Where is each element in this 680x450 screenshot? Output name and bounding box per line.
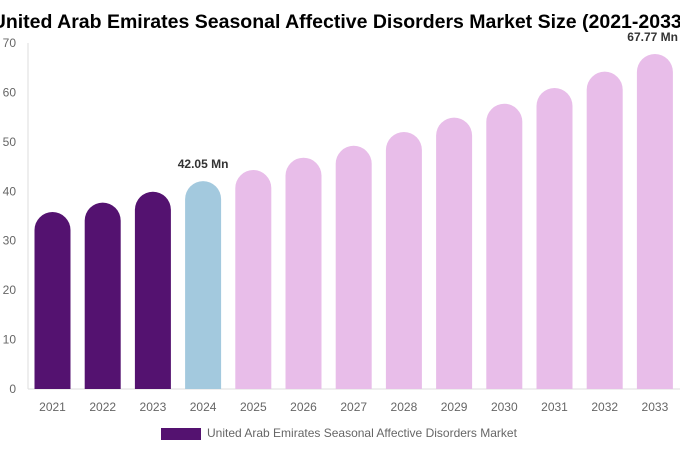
y-tick-label: 70 (3, 36, 17, 50)
x-tick-label: 2033 (642, 400, 669, 414)
bar-2028 (385, 131, 422, 389)
y-tick-label: 0 (9, 382, 16, 396)
chart-title: United Arab Emirates Seasonal Affective … (0, 11, 680, 33)
legend-swatch (161, 428, 201, 440)
legend: United Arab Emirates Seasonal Affective … (161, 426, 518, 440)
y-tick-label: 10 (3, 333, 17, 347)
y-tick-label: 30 (3, 234, 17, 248)
bar-2032 (586, 71, 623, 389)
bar-2030 (486, 103, 523, 389)
y-tick-label: 60 (3, 85, 17, 99)
x-tick-label: 2022 (89, 400, 116, 414)
y-tick-label: 20 (3, 283, 17, 297)
x-tick-label: 2024 (190, 400, 217, 414)
y-tick-label: 50 (3, 135, 17, 149)
x-tick-label: 2028 (391, 400, 418, 414)
bar-2024 (185, 181, 222, 389)
x-tick-label: 2030 (491, 400, 518, 414)
legend-label: United Arab Emirates Seasonal Affective … (207, 426, 518, 440)
bar-2025 (235, 170, 272, 389)
bar-2029 (436, 117, 473, 389)
x-tick-label: 2025 (240, 400, 267, 414)
x-tick-label: 2026 (290, 400, 317, 414)
bar-2031 (536, 87, 573, 389)
bar-2022 (84, 202, 121, 389)
x-tick-label: 2023 (140, 400, 167, 414)
data-label-2033: 67.77 Mn (627, 30, 678, 44)
bar-2026 (285, 157, 322, 389)
bar-2027 (335, 145, 372, 389)
bar-2023 (134, 191, 171, 389)
bar-2021 (34, 212, 71, 389)
x-tick-label: 2027 (340, 400, 367, 414)
bar-2033 (636, 54, 673, 390)
x-tick-label: 2031 (541, 400, 568, 414)
x-tick-label: 2029 (441, 400, 468, 414)
data-label-2024: 42.05 Mn (178, 157, 229, 171)
y-tick-label: 40 (3, 184, 17, 198)
x-tick-label: 2032 (591, 400, 618, 414)
x-tick-label: 2021 (39, 400, 66, 414)
